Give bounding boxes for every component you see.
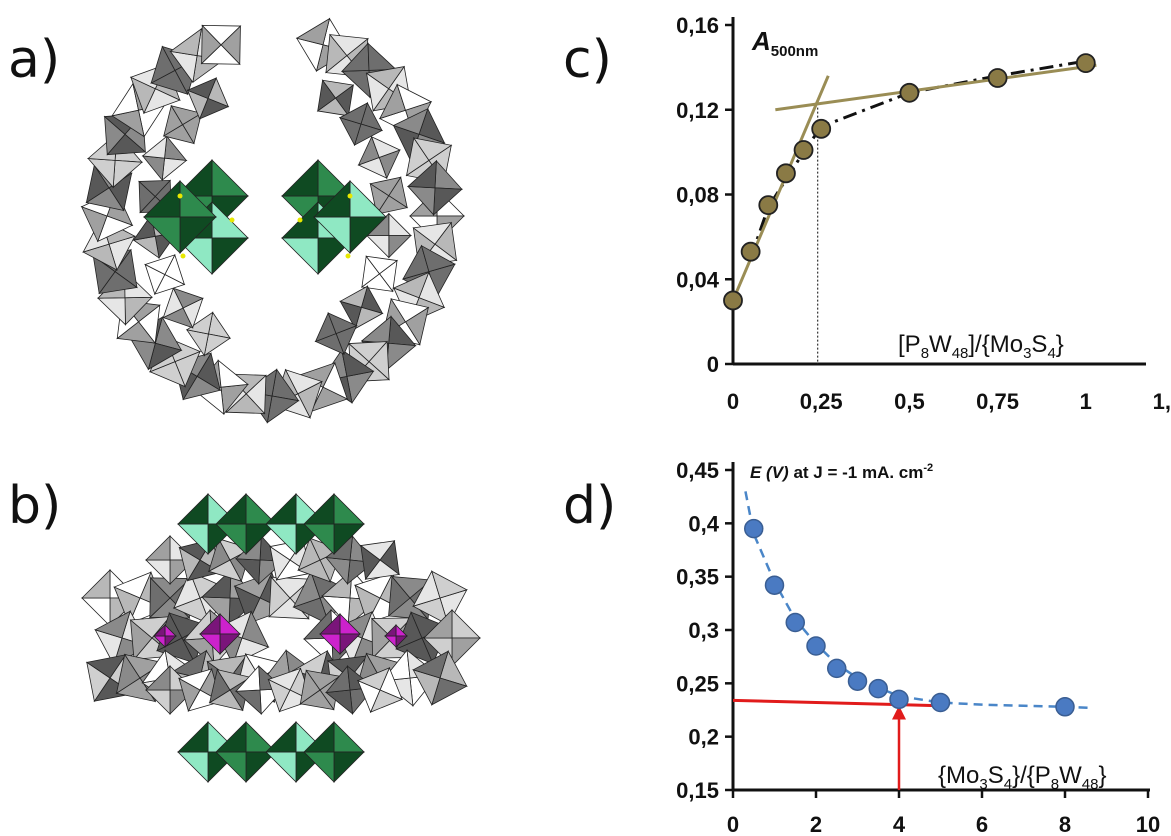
red-threshold-line: [732, 698, 941, 708]
chart-d-ylabel-rest: at J = -1 mA. cm: [789, 463, 924, 482]
x-tick-label: 1: [1080, 389, 1092, 414]
chart-c-ylabel: A500nm: [751, 26, 818, 60]
data-point: [785, 612, 805, 633]
data-point: [723, 290, 743, 311]
data-point: [1075, 53, 1096, 74]
data-point: [744, 518, 764, 539]
y-tick-label: 0,4: [688, 511, 719, 536]
data-point: [758, 195, 779, 215]
chart-c-xlabel-p9: }: [1056, 331, 1064, 358]
chart-c-ticks: 0 0,04 0,08 0,12 0,16 0 0,25 0,5 0,75 1 1,25: [676, 13, 1171, 414]
chart-d-xlabel-p2: 3: [979, 776, 987, 793]
x-tick-label: 0,75: [976, 389, 1019, 414]
x-tick-label: 0,5: [894, 389, 925, 414]
panel-label-d: d): [563, 476, 617, 536]
x-tick-label: 0: [727, 812, 739, 836]
chart-d-xlabel-p9: }: [1098, 762, 1106, 789]
y-tick-label: 0,25: [676, 671, 719, 696]
chart-d-xlabel-p6: 8: [1051, 776, 1059, 793]
data-point: [806, 636, 826, 656]
chart-c-xlabel-p1: [P: [898, 331, 921, 358]
x-tick-label: 10: [1136, 812, 1160, 836]
data-point: [776, 163, 796, 184]
y-tick-label: 0,16: [676, 13, 719, 38]
y-tick-label: 0: [707, 352, 719, 377]
chart-c-xlabel-p8: 4: [1047, 345, 1055, 362]
y-tick-label: 0,08: [676, 183, 719, 208]
x-tick-label: 1,25: [1153, 389, 1171, 414]
chart-c-xlabel-p7: S: [1031, 331, 1047, 358]
x-tick-label: 0,25: [800, 389, 843, 414]
data-point: [889, 689, 909, 710]
chart-c-xlabel-p6: 3: [1023, 345, 1031, 362]
chart-d-xlabel-p3: S: [988, 762, 1004, 789]
chart-d-ylabel-italic: E (V): [750, 463, 789, 482]
chart-c-xlabel-p5: ]/{Mo: [968, 331, 1023, 358]
chart-d-xlabel-p4: 4: [1004, 776, 1012, 793]
data-point: [868, 678, 888, 699]
y-tick-label: 0,35: [676, 565, 719, 590]
x-tick-label: 4: [893, 812, 906, 836]
data-point: [987, 68, 1008, 88]
y-tick-label: 0,45: [676, 458, 719, 483]
chart-d-xlabel-p7: W: [1059, 762, 1082, 789]
y-tick-label: 0,12: [676, 98, 719, 123]
fit-line: [775, 63, 1097, 112]
y-tick-label: 0,15: [676, 778, 719, 803]
chart-d-lines: [732, 491, 1090, 790]
x-tick-label: 6: [976, 812, 988, 836]
panel-label-c: c): [563, 30, 612, 90]
data-point: [740, 241, 761, 262]
dashed-fit-curve: [744, 491, 1090, 710]
chart-d-xlabel: {Mo3S4}/{P8W48}: [938, 762, 1106, 793]
chart-d-xlabel-p1: {Mo: [938, 762, 979, 789]
panel-label-b: b): [8, 476, 62, 536]
y-tick-label: 0,04: [676, 267, 720, 292]
y-tick-label: 0,3: [688, 618, 719, 643]
chart-c-points: [723, 53, 1096, 311]
chart-d-axes: [731, 462, 1150, 792]
chart-d-ylabel-sup: -2: [923, 462, 933, 474]
x-tick-label: 8: [1059, 812, 1071, 836]
data-point: [899, 82, 920, 103]
x-tick-label: 2: [810, 812, 822, 836]
data-point: [827, 658, 847, 679]
x-tick-label: 0: [727, 389, 739, 414]
chart-c-ylabel-main: A: [751, 26, 771, 56]
chart-c-xlabel-p3: W: [929, 331, 952, 358]
chart-d-points: [744, 518, 1075, 717]
chart-c-xlabel-p4: 48: [952, 345, 969, 362]
chart-d-xlabel-p8: 48: [1082, 776, 1099, 793]
data-point: [847, 671, 868, 691]
data-point: [811, 118, 832, 139]
data-point: [930, 692, 951, 713]
red-arrow-head: [892, 705, 906, 720]
y-tick-label: 0,2: [688, 725, 719, 750]
chart-d-xlabel-p5: }/{P: [1012, 762, 1051, 789]
data-point: [764, 575, 785, 595]
chart-d-ylabel: E (V) at J = -1 mA. cm-2: [750, 462, 933, 482]
chart-d-ticks: 0,15 0,2 0,25 0,3 0,35 0,4 0,45 0 2 4 6 8 10: [676, 458, 1160, 836]
data-point: [1055, 697, 1075, 717]
fit-line: [731, 75, 830, 302]
chart-c-xlabel-p2: 8: [921, 345, 929, 362]
panel-label-a: a): [8, 30, 61, 90]
chart-c-ylabel-sub: 500nm: [771, 43, 819, 60]
chart-c-xlabel: [P8W48]/{Mo3S4}: [898, 331, 1064, 362]
data-point: [793, 140, 814, 160]
